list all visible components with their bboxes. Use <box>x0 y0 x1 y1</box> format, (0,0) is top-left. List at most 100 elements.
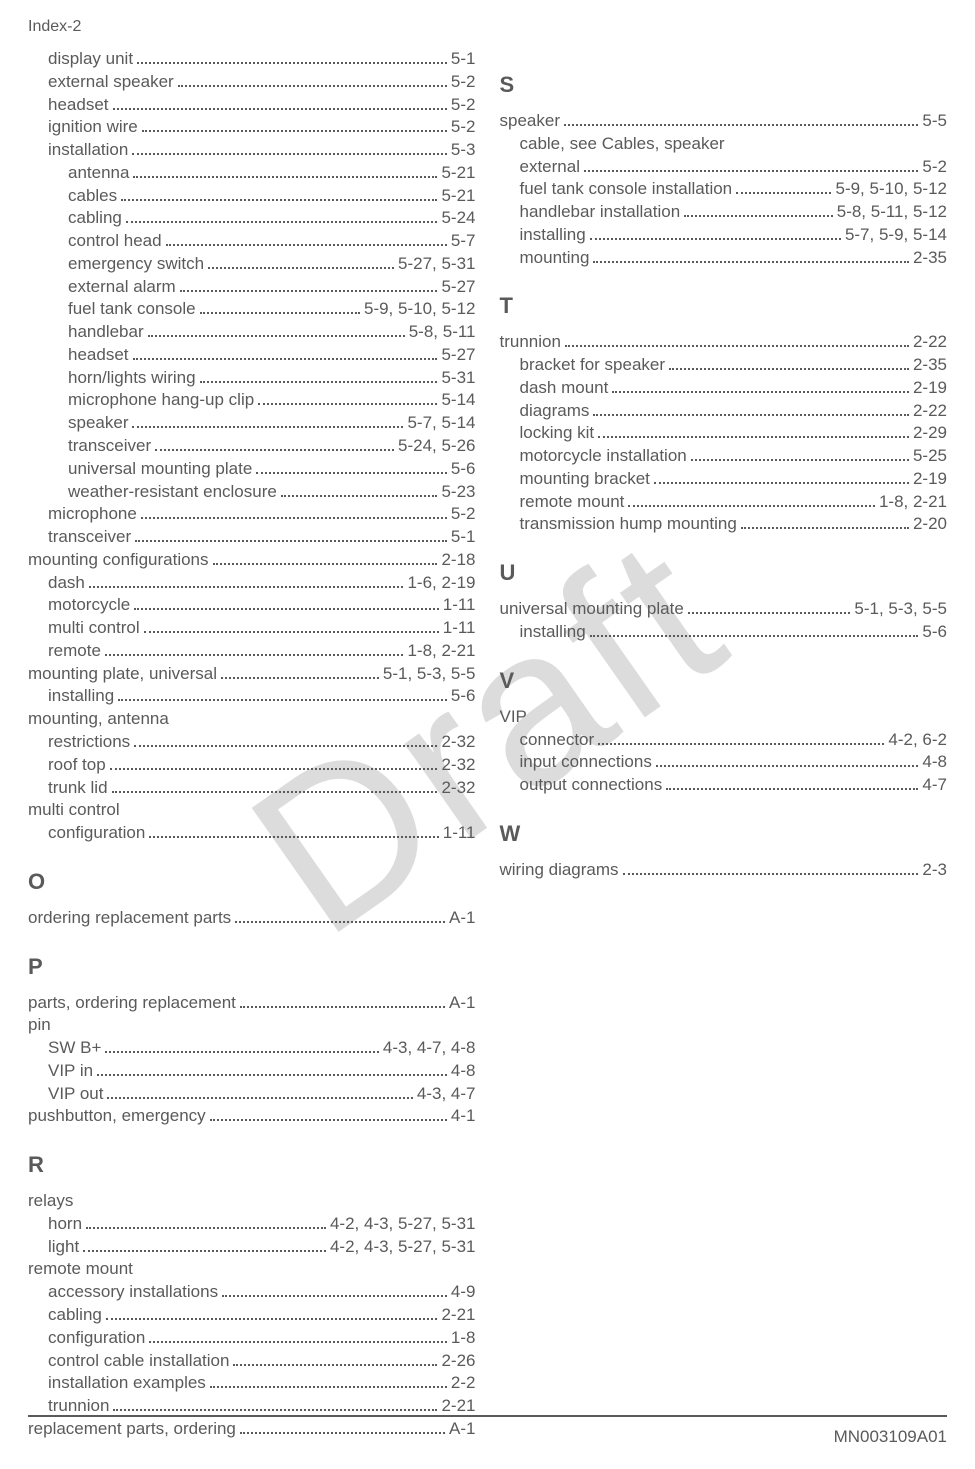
leader-dots <box>210 1106 447 1122</box>
index-entry: motorcycle1-11 <box>28 594 476 617</box>
leader-dots <box>142 117 447 133</box>
index-entry: ordering replacement partsA-1 <box>28 907 476 930</box>
index-entry: bracket for speaker2-35 <box>500 354 948 377</box>
index-entry-page: 5-7, 5-9, 5-14 <box>845 224 947 247</box>
index-entry-page: 1-11 <box>443 594 476 617</box>
index-entry-label: handlebar <box>68 321 144 344</box>
index-entry: cables5-21 <box>28 185 476 208</box>
index-entry-label: mounting, antenna <box>28 708 169 731</box>
index-entry: pin <box>28 1014 476 1037</box>
index-entry-label: external alarm <box>68 276 176 299</box>
index-entry-label: control head <box>68 230 162 253</box>
index-entry-page: 2-22 <box>913 331 947 354</box>
index-entry: emergency switch5-27, 5-31 <box>28 253 476 276</box>
section-letter: R <box>28 1152 476 1178</box>
leader-dots <box>112 777 438 793</box>
index-entry-label: antenna <box>68 162 129 185</box>
leader-dots <box>149 1327 447 1343</box>
leader-dots <box>235 907 445 923</box>
leader-dots <box>106 1304 438 1320</box>
leader-dots <box>105 640 404 656</box>
index-entry-page: 4-3, 4-7, 4-8 <box>383 1037 476 1060</box>
index-entry-page: 2-21 <box>441 1395 475 1418</box>
index-entry-label: trunnion <box>48 1395 109 1418</box>
index-entry: light4-2, 4-3, 5-27, 5-31 <box>28 1236 476 1259</box>
index-entry: headset5-27 <box>28 344 476 367</box>
leader-dots <box>137 48 447 64</box>
index-entry: fuel tank console installation5-9, 5-10,… <box>500 178 948 201</box>
leader-dots <box>144 618 439 634</box>
leader-dots <box>221 663 379 679</box>
leader-dots <box>656 752 919 768</box>
index-entry-page: 4-2, 4-3, 5-27, 5-31 <box>330 1213 476 1236</box>
leader-dots <box>113 94 447 110</box>
index-entry-label: restrictions <box>48 731 130 754</box>
index-entry: headset5-2 <box>28 94 476 117</box>
index-entry-page: 5-6 <box>451 458 476 481</box>
leader-dots <box>126 208 438 224</box>
index-entry-page: 5-14 <box>441 389 475 412</box>
index-entry: universal mounting plate5-6 <box>28 458 476 481</box>
index-entry: output connections4-7 <box>500 774 948 797</box>
leader-dots <box>598 729 884 745</box>
index-entry-label: diagrams <box>520 400 590 423</box>
index-entry-label: control cable installation <box>48 1350 229 1373</box>
index-entry-label: motorcycle installation <box>520 445 687 468</box>
index-entry-page: 5-2 <box>922 156 947 179</box>
leader-dots <box>133 344 438 360</box>
index-entry: installing5-7, 5-9, 5-14 <box>500 224 948 247</box>
index-entry: remote mount <box>28 1258 476 1281</box>
index-entry: connector4-2, 6-2 <box>500 729 948 752</box>
index-entry-label: horn <box>48 1213 82 1236</box>
index-entry-page: 1-8 <box>451 1327 476 1350</box>
index-entry: microphone hang-up clip5-14 <box>28 389 476 412</box>
index-entry-page: 5-6 <box>451 685 476 708</box>
leader-dots <box>83 1236 326 1252</box>
index-entry-page: 5-1 <box>451 48 476 71</box>
index-entry-page: 2-35 <box>913 354 947 377</box>
index-entry-label: relays <box>28 1190 73 1213</box>
index-entry-page: 2-2 <box>451 1372 476 1395</box>
leader-dots <box>113 1395 437 1411</box>
leader-dots <box>240 1418 445 1434</box>
index-entry-page: 4-2, 4-3, 5-27, 5-31 <box>330 1236 476 1259</box>
section-letter: W <box>500 821 948 847</box>
index-entry-label: VIP out <box>48 1083 103 1106</box>
index-entry: configuration 1-8 <box>28 1327 476 1350</box>
index-entry: remote1-8, 2-21 <box>28 640 476 663</box>
index-columns: display unit5-1external speaker5-2headse… <box>28 48 947 1409</box>
index-entry-label: multi control <box>28 799 120 822</box>
index-entry: control cable installation 2-26 <box>28 1350 476 1373</box>
leader-dots <box>584 156 918 172</box>
section-letter: O <box>28 869 476 895</box>
section-letter: U <box>500 560 948 586</box>
index-entry-page: 5-3 <box>451 139 476 162</box>
index-entry-page: 4-1 <box>451 1105 476 1128</box>
index-entry-page: 2-18 <box>441 549 475 572</box>
index-entry: speaker5-5 <box>500 110 948 133</box>
index-entry-label: pin <box>28 1014 51 1037</box>
section-letter: T <box>500 293 948 319</box>
index-entry-page: 2-19 <box>913 468 947 491</box>
index-entry-page: 5-27, 5-31 <box>398 253 476 276</box>
leader-dots <box>281 481 438 497</box>
index-entry-label: replacement parts, ordering <box>28 1418 236 1441</box>
index-entry-page: 2-19 <box>913 377 947 400</box>
index-entry: multi control1-11 <box>28 617 476 640</box>
index-entry: transceiver5-1 <box>28 526 476 549</box>
index-entry: restrictions2-32 <box>28 731 476 754</box>
index-entry-page: 2-26 <box>441 1350 475 1373</box>
index-entry-label: installation examples <box>48 1372 206 1395</box>
index-entry-label: dash mount <box>520 377 609 400</box>
leader-dots <box>628 491 875 507</box>
index-entry-label: cable, see Cables, speaker <box>520 133 725 156</box>
leader-dots <box>598 423 909 439</box>
index-entry: SW B+ 4-3, 4-7, 4-8 <box>28 1037 476 1060</box>
index-entry-page: 4-9 <box>451 1281 476 1304</box>
index-entry: replacement parts, orderingA-1 <box>28 1418 476 1441</box>
index-entry-label: SW B+ <box>48 1037 101 1060</box>
index-entry-page: 4-7 <box>922 774 947 797</box>
index-entry: VIP in4-8 <box>28 1060 476 1083</box>
index-entry-label: configuration <box>48 1327 145 1350</box>
index-entry-label: dash <box>48 572 85 595</box>
